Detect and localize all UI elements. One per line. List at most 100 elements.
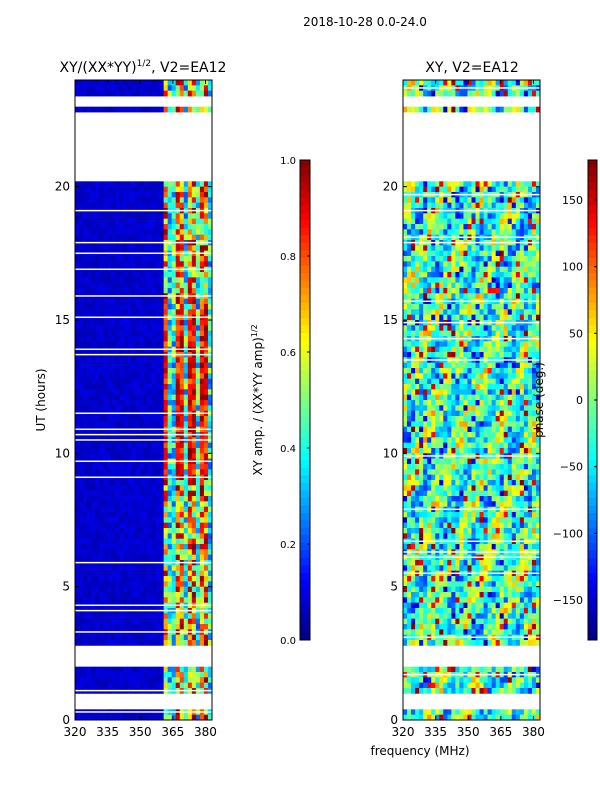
heatmap-cell	[483, 288, 489, 294]
heatmap-cell	[203, 672, 209, 678]
heatmap-cell	[179, 682, 185, 689]
right-heatmap	[403, 80, 541, 721]
heatmap-cell	[447, 378, 452, 385]
heatmap-cell	[123, 469, 128, 476]
heatmap-cell	[95, 501, 100, 508]
heatmap-cell	[427, 330, 432, 337]
heatmap-cell	[123, 181, 128, 188]
heatmap-cell	[123, 666, 128, 673]
heatmap-cell	[107, 229, 112, 236]
heatmap-cell	[427, 256, 432, 262]
heatmap-cell	[203, 624, 209, 630]
heatmap-cell	[87, 485, 92, 492]
heatmap-cell	[91, 421, 96, 428]
heatmap-cell	[195, 517, 201, 524]
heatmap-cell	[127, 453, 132, 460]
heatmap-cell	[419, 250, 424, 257]
heatmap-cell	[519, 309, 525, 316]
heatmap-cell	[83, 325, 88, 332]
heatmap-cell	[127, 554, 132, 561]
heatmap-cell	[83, 490, 88, 497]
heatmap-cell	[163, 373, 169, 380]
heatmap-cell	[507, 282, 513, 289]
heatmap-cell	[151, 277, 156, 284]
heatmap-cell	[187, 677, 193, 684]
heatmap-cell	[87, 213, 92, 220]
heatmap-cell	[131, 618, 136, 625]
heatmap-cell	[159, 672, 165, 678]
heatmap-cell	[79, 304, 84, 310]
heatmap-cell	[187, 554, 193, 561]
heatmap-cell	[175, 666, 181, 673]
heatmap-cell	[483, 106, 489, 113]
heatmap-cell	[75, 576, 80, 582]
heatmap-cell	[159, 229, 165, 236]
heatmap-cell	[203, 586, 209, 593]
heatmap-cell	[203, 298, 209, 305]
heatmap-cell	[155, 448, 161, 454]
heatmap-cell	[527, 218, 533, 225]
heatmap-cell	[95, 672, 100, 678]
heatmap-cell	[419, 282, 424, 289]
heatmap-cell	[75, 336, 80, 342]
heatmap-cell	[123, 501, 128, 508]
heatmap-cell	[83, 501, 88, 508]
heatmap-cell	[451, 346, 456, 353]
heatmap-cell	[115, 224, 120, 230]
heatmap-cell	[511, 362, 517, 369]
heatmap-cell	[447, 229, 452, 236]
heatmap-cell	[199, 405, 205, 412]
heatmap-cell	[79, 421, 84, 428]
heatmap-cell	[519, 288, 525, 294]
heatmap-cell	[111, 218, 116, 225]
heatmap-cell	[135, 469, 140, 476]
heatmap-cell	[99, 277, 104, 284]
heatmap-cell	[191, 368, 197, 374]
heatmap-cell	[183, 197, 189, 204]
heatmap-cell	[119, 224, 124, 230]
heatmap-cell	[135, 416, 140, 422]
heatmap-cell	[115, 309, 120, 316]
heatmap-cell	[411, 400, 416, 406]
heatmap-cell	[195, 613, 201, 620]
heatmap-cell	[131, 330, 136, 337]
heatmap-cell	[135, 384, 140, 390]
heatmap-cell	[535, 293, 541, 300]
heatmap-cell	[143, 85, 148, 92]
heatmap-cell	[463, 186, 468, 193]
heatmap-cell	[199, 501, 205, 508]
heatmap-cell	[103, 416, 108, 422]
heatmap-cell	[187, 234, 193, 241]
heatmap-cell	[487, 282, 493, 289]
heatmap-cell	[111, 512, 116, 518]
heatmap-cell	[447, 346, 452, 353]
heatmap-cell	[415, 213, 420, 220]
heatmap-cell	[191, 549, 197, 556]
heatmap-cell	[151, 517, 156, 524]
heatmap-cell	[203, 394, 209, 401]
heatmap-cell	[131, 714, 136, 721]
heatmap-cell	[99, 320, 104, 326]
heatmap-cell	[123, 565, 128, 572]
flag-line	[403, 87, 540, 89]
heatmap-cell	[83, 85, 88, 92]
heatmap-cell	[195, 192, 201, 198]
heatmap-cell	[115, 640, 120, 646]
heatmap-cell	[91, 634, 96, 641]
heatmap-cell	[131, 394, 136, 401]
heatmap-cell	[491, 186, 497, 193]
heatmap-cell	[475, 362, 480, 369]
heatmap-cell	[171, 389, 177, 396]
heatmap-cell	[511, 325, 517, 332]
heatmap-cell	[171, 304, 177, 310]
heatmap-cell	[131, 592, 136, 598]
heatmap-cell	[163, 506, 169, 513]
heatmap-cell	[87, 309, 92, 316]
heatmap-cell	[475, 389, 480, 396]
heatmap-cell	[487, 90, 493, 97]
heatmap-cell	[199, 634, 205, 641]
heatmap-cell	[415, 266, 420, 273]
heatmap-cell	[199, 400, 205, 406]
heatmap-cell	[499, 378, 505, 385]
heatmap-cell	[171, 277, 177, 284]
